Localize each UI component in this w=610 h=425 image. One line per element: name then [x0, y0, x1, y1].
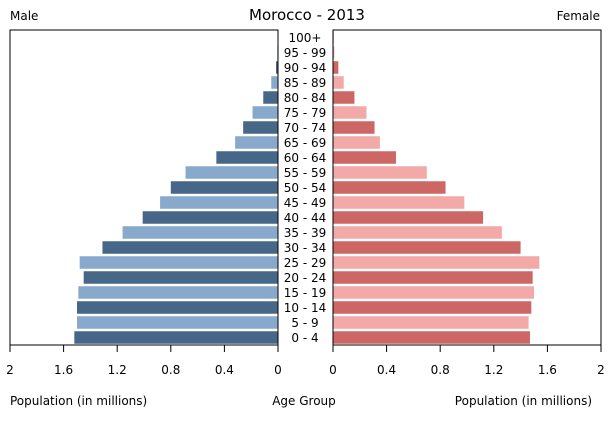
male-x-axis-ticks: 0 0.4 0.8 1.2 1.6 2	[6, 345, 282, 377]
female-bar-5-9	[333, 316, 529, 329]
male-bar-75-79	[252, 106, 278, 119]
female-bar-35-39	[333, 226, 502, 239]
age-group-label: 85 - 89	[284, 76, 327, 90]
female-bar-0-4	[333, 331, 530, 344]
female-label: Female	[557, 9, 600, 23]
female-x-tick-label: 2	[597, 363, 605, 377]
female-x-axis-title: Population (in millions)	[455, 394, 592, 408]
age-group-label: 0 - 4	[291, 331, 318, 345]
male-x-tick-label: 0.8	[161, 363, 180, 377]
age-group-axis-title: Age Group	[272, 394, 336, 408]
male-bar-0-4	[74, 331, 278, 344]
male-bar-90-94	[275, 61, 278, 74]
age-group-label: 35 - 39	[284, 226, 327, 240]
female-bar-55-59	[333, 166, 427, 179]
age-group-label: 95 - 99	[284, 46, 327, 60]
age-group-label: 25 - 29	[284, 256, 327, 270]
male-bar-70-74	[243, 121, 278, 134]
male-bar-60-64	[216, 151, 278, 164]
chart-title: Morocco - 2013	[249, 6, 365, 24]
age-group-label: 65 - 69	[284, 136, 327, 150]
female-bar-95-99	[333, 46, 335, 59]
male-bar-25-29	[79, 256, 279, 269]
female-bar-50-54	[333, 181, 446, 194]
male-bar-20-24	[83, 271, 278, 284]
age-group-label: 20 - 24	[284, 271, 327, 285]
male-bar-50-54	[170, 181, 278, 194]
male-bar-65-69	[235, 136, 278, 149]
age-group-label: 30 - 34	[284, 241, 327, 255]
male-bars	[74, 31, 279, 344]
female-x-tick-label: 1.6	[538, 363, 557, 377]
female-x-tick-label: 0.4	[377, 363, 396, 377]
female-bar-40-44	[333, 211, 484, 224]
female-bar-25-29	[333, 256, 540, 269]
male-bar-80-84	[263, 91, 278, 104]
female-bar-85-89	[333, 76, 344, 89]
male-plot-frame	[9, 29, 279, 346]
age-group-label: 5 - 9	[291, 316, 318, 330]
male-bar-10-14	[77, 301, 278, 314]
female-bar-90-94	[333, 61, 339, 74]
male-x-tick-label: 1.2	[108, 363, 127, 377]
age-group-label: 60 - 64	[284, 151, 327, 165]
male-x-tick-label: 0	[274, 363, 282, 377]
age-group-label: 90 - 94	[284, 61, 327, 75]
age-group-label: 15 - 19	[284, 286, 327, 300]
female-x-tick-label: 0.8	[431, 363, 450, 377]
female-x-axis-ticks: 0 0.4 0.8 1.2 1.6 2	[329, 345, 605, 377]
female-bar-20-24	[333, 271, 533, 284]
age-group-label: 80 - 84	[284, 91, 327, 105]
age-group-label: 10 - 14	[284, 301, 327, 315]
male-label: Male	[10, 9, 38, 23]
male-bar-45-49	[160, 196, 278, 209]
male-x-tick-label: 0.4	[215, 363, 234, 377]
male-x-tick-label: 2	[6, 363, 14, 377]
male-x-tick-label: 1.6	[54, 363, 73, 377]
age-group-label: 40 - 44	[284, 211, 327, 225]
male-bar-55-59	[185, 166, 278, 179]
female-bar-80-84	[333, 91, 355, 104]
female-bar-10-14	[333, 301, 532, 314]
female-bar-60-64	[333, 151, 396, 164]
male-bar-85-89	[271, 76, 278, 89]
female-x-tick-label: 0	[329, 363, 337, 377]
female-bars	[333, 31, 540, 344]
male-bar-30-34	[102, 241, 279, 254]
male-bar-5-9	[77, 316, 278, 329]
male-bar-35-39	[122, 226, 278, 239]
age-group-label: 100+	[289, 31, 322, 45]
female-x-tick-label: 1.2	[484, 363, 503, 377]
male-bar-15-19	[78, 286, 278, 299]
female-bar-75-79	[333, 106, 367, 119]
age-group-label: 70 - 74	[284, 121, 327, 135]
female-bar-15-19	[333, 286, 534, 299]
female-plot-frame	[332, 29, 602, 346]
female-bar-30-34	[333, 241, 521, 254]
male-x-axis-title: Population (in millions)	[10, 394, 147, 408]
age-group-label: 50 - 54	[284, 181, 327, 195]
age-group-label: 75 - 79	[284, 106, 327, 120]
female-bar-65-69	[333, 136, 380, 149]
age-group-label: 55 - 59	[284, 166, 327, 180]
female-bar-45-49	[333, 196, 465, 209]
male-bar-40-44	[142, 211, 278, 224]
female-bar-70-74	[333, 121, 375, 134]
age-group-label: 45 - 49	[284, 196, 327, 210]
